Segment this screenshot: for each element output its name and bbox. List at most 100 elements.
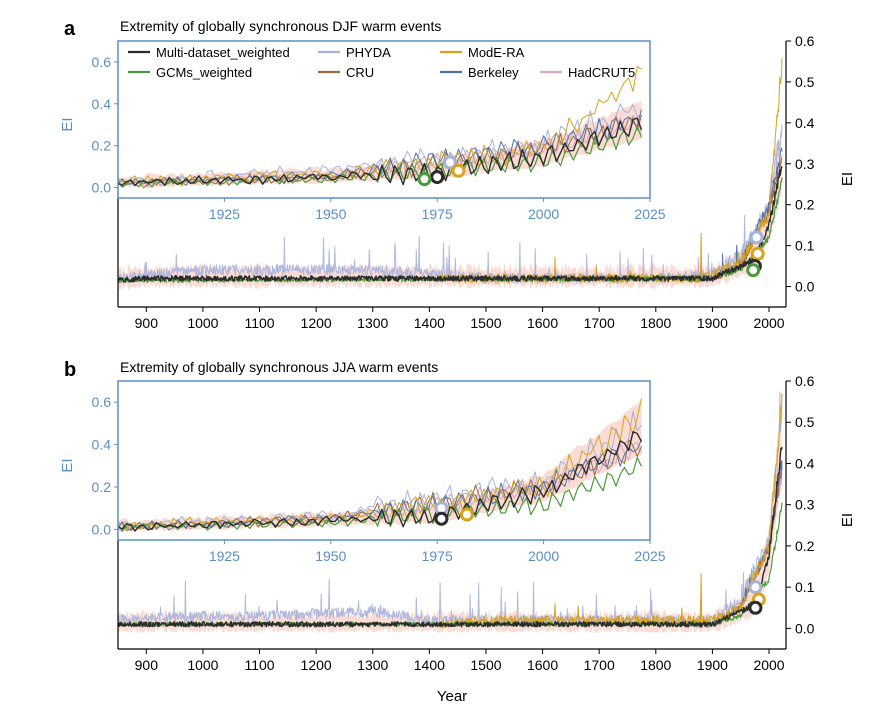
- x-tick-label: 1500: [470, 315, 501, 331]
- y-axis-label: EI: [839, 513, 856, 527]
- inset-x-tick-label: 1975: [422, 206, 453, 222]
- x-tick-label: 1300: [357, 315, 388, 331]
- inset-series-line: [118, 117, 643, 187]
- legend-item: Multi-dataset_weighted: [128, 45, 290, 60]
- x-tick-label: 1700: [584, 657, 615, 673]
- inset-marker: [451, 163, 466, 178]
- x-tick-label: 1800: [640, 315, 671, 331]
- x-tick-label: 1000: [187, 315, 218, 331]
- plot-area: [118, 390, 783, 633]
- marker: [750, 246, 765, 261]
- legend: Multi-dataset_weighted PHYDA ModE-RA GCMs_w…: [128, 45, 635, 80]
- panel-a: a Extremity of globally synchronous DJF …: [59, 18, 856, 331]
- legend-label: PHYDA: [346, 45, 391, 60]
- legend-label: Berkeley: [468, 65, 519, 80]
- y-tick-label: 0.1: [795, 238, 815, 254]
- inset-series-line: [118, 431, 643, 532]
- x-tick-label: 1200: [301, 657, 332, 673]
- x-tick-label: 1800: [640, 657, 671, 673]
- x-tick-label: 900: [135, 315, 159, 331]
- legend-item: Berkeley: [440, 65, 519, 80]
- inset-x-tick-label: 1925: [209, 548, 240, 564]
- marker: [749, 230, 764, 245]
- y-tick-label: 0.0: [795, 279, 815, 295]
- inset-x-tick-label: 2025: [634, 206, 665, 222]
- inset-x-tick-label: 2025: [634, 548, 665, 564]
- marker: [746, 263, 761, 278]
- series-line: [118, 446, 783, 628]
- x-tick-label: 1400: [414, 315, 445, 331]
- x-tick-label: 1200: [301, 315, 332, 331]
- inset-x-tick-label: 1925: [209, 206, 240, 222]
- x-tick-label: 1000: [187, 657, 218, 673]
- legend-label: CRU: [346, 65, 374, 80]
- x-axis-label: Year: [437, 688, 467, 705]
- y-tick-label: 0.0: [795, 620, 815, 636]
- inset-y-tick-label: 0.0: [92, 180, 112, 196]
- inset-marker: [417, 172, 432, 187]
- x-tick-label: 1100: [244, 657, 274, 673]
- plot-area: [118, 58, 783, 291]
- inset-marker: [434, 511, 449, 526]
- inset-plot: 1925 1950 1975 2000 2025 0.0 0.2 0.4 0.6 EI: [59, 380, 666, 564]
- legend-item: CRU: [318, 65, 374, 80]
- x-tick-label: 900: [135, 657, 159, 673]
- panel-title: Extremity of globally synchronous DJF wa…: [120, 18, 441, 34]
- inset-y-tick-label: 0.0: [92, 521, 112, 537]
- x-tick-label: 1400: [414, 657, 445, 673]
- x-tick-label: 1700: [584, 315, 615, 331]
- y-tick-label: 0.2: [795, 197, 815, 213]
- series-line: [118, 166, 783, 283]
- x-tick-label: 1100: [244, 315, 274, 331]
- legend-label: Multi-dataset_weighted: [156, 45, 290, 60]
- y-tick-label: 0.5: [795, 414, 815, 430]
- inset-x-tick-label: 1950: [315, 206, 346, 222]
- y-tick-label: 0.2: [795, 538, 815, 554]
- panel-b: b Extremity of globally synchronous JJA …: [59, 359, 856, 673]
- legend-item: PHYDA: [318, 45, 391, 60]
- x-tick-label: 1900: [697, 315, 728, 331]
- main-plot: 900 1000 1100 1200 1300 1400 1500 1600 1700 1800 1…: [117, 373, 856, 673]
- inset-x-tick-label: 2000: [528, 548, 559, 564]
- inset-x-tick-label: 1950: [315, 548, 346, 564]
- inset-frame: [117, 380, 651, 541]
- y-tick-label: 0.4: [795, 115, 815, 131]
- marker: [748, 600, 763, 615]
- inset-y-tick-label: 0.6: [92, 54, 112, 70]
- y-axis-label: EI: [839, 172, 856, 186]
- inset-marker: [459, 507, 474, 522]
- panel-title: Extremity of globally synchronous JJA wa…: [120, 359, 438, 375]
- inset-uncertainty-band: [118, 101, 642, 189]
- inset-frame: [117, 40, 651, 199]
- panel-letter: a: [64, 18, 76, 40]
- y-tick-label: 0.6: [795, 33, 815, 49]
- legend-item: ModE-RA: [440, 45, 525, 60]
- inset-y-tick-label: 0.6: [92, 394, 112, 410]
- y-tick-label: 0.3: [795, 156, 815, 172]
- x-tick-label: 1600: [527, 315, 558, 331]
- legend-label: ModE-RA: [468, 45, 525, 60]
- inset-series-line: [121, 115, 642, 189]
- x-tick-label: 1600: [527, 657, 558, 673]
- legend-item: HadCRUT5: [540, 65, 635, 80]
- inset-y-tick-label: 0.2: [92, 138, 112, 154]
- inset-plot: 1925 1950 1975 2000 2025 0.0 0.2 0.4 0.6 EI: [59, 40, 666, 222]
- x-tick-label: 1500: [470, 657, 501, 673]
- marker: [748, 580, 763, 595]
- x-tick-label: 2000: [753, 657, 784, 673]
- inset-plot-area: [118, 66, 643, 189]
- inset-y-tick-label: 0.2: [92, 479, 112, 495]
- x-tick-label: 1900: [697, 657, 728, 673]
- inset-x-tick-label: 2000: [528, 206, 559, 222]
- legend-item: GCMs_weighted: [128, 65, 252, 80]
- inset-y-axis-label: EI: [59, 117, 76, 131]
- inset-y-tick-label: 0.4: [92, 437, 112, 453]
- panel-letter: b: [64, 359, 76, 381]
- inset-x-tick-label: 1975: [422, 548, 453, 564]
- y-tick-label: 0.6: [795, 373, 815, 389]
- inset-marker: [442, 155, 457, 170]
- main-plot: 900 1000 1100 1200 1300 1400 1500 1600 1700 1800 1…: [117, 33, 856, 331]
- inset-y-tick-label: 0.4: [92, 96, 112, 112]
- inset-y-axis-label: EI: [59, 458, 76, 472]
- x-tick-label: 2000: [753, 315, 784, 331]
